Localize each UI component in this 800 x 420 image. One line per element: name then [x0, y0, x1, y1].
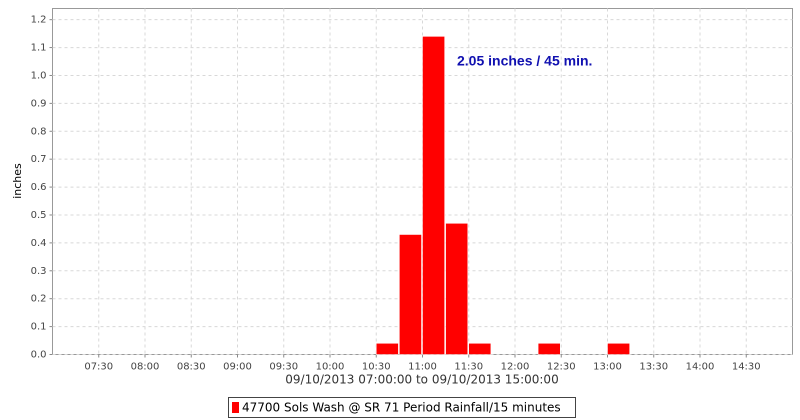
y-tick-label: 0.6: [31, 182, 47, 193]
x-tick-label: 13:00: [593, 362, 622, 373]
x-tick-label: 10:30: [362, 362, 391, 373]
bar: [399, 234, 422, 355]
y-tick-label: 0.9: [31, 98, 47, 109]
legend-label: 47700 Sols Wash @ SR 71 Period Rainfall/…: [242, 401, 561, 415]
bar: [537, 343, 561, 355]
x-tick-label: 13:30: [639, 362, 668, 373]
x-tick-label: 12:00: [501, 362, 530, 373]
y-tick-label: 0.5: [31, 210, 47, 221]
x-axis-label: 09/10/2013 07:00:00 to 09/10/2013 15:00:…: [285, 373, 558, 387]
bar: [445, 223, 468, 355]
legend-box: [228, 397, 576, 418]
legend-swatch: [232, 402, 239, 413]
x-tick-label: 12:30: [547, 362, 576, 373]
y-tick-label: 0.7: [31, 154, 47, 165]
x-tick-label: 11:30: [454, 362, 483, 373]
y-axis-label: inches: [11, 163, 24, 199]
x-tick-label: 08:00: [131, 362, 160, 373]
y-tick-label: 1.0: [31, 70, 47, 81]
bar: [422, 36, 445, 355]
x-tick-label: 10:00: [316, 362, 345, 373]
bar: [468, 343, 492, 355]
x-tick-label: 09:30: [269, 362, 298, 373]
bar: [607, 343, 630, 355]
legend: 47700 Sols Wash @ SR 71 Period Rainfall/…: [228, 397, 576, 418]
x-tick-label: 14:00: [686, 362, 715, 373]
x-tick-label: 11:00: [408, 362, 437, 373]
y-tick-label: 0.2: [31, 294, 47, 305]
x-tick-label: 07:30: [84, 362, 113, 373]
x-tick-label: 08:30: [177, 362, 206, 373]
y-tick-label: 0.4: [31, 238, 47, 249]
x-tick-label: 09:00: [223, 362, 252, 373]
y-tick-label: 1.1: [31, 43, 47, 54]
y-tick-label: 0.0: [31, 350, 47, 361]
annotation: 2.05 inches / 45 min.: [457, 53, 592, 69]
x-tick-label: 14:30: [732, 362, 761, 373]
bar: [376, 343, 399, 355]
y-tick-label: 0.8: [31, 126, 47, 137]
y-tick-label: 1.2: [31, 15, 47, 26]
y-tick-label: 0.3: [31, 266, 47, 277]
y-tick-label: 0.1: [31, 322, 47, 333]
